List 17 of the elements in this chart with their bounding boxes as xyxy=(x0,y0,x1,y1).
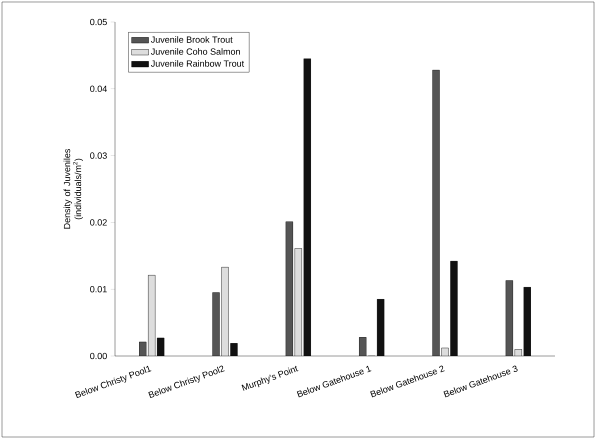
bar xyxy=(377,299,384,356)
legend-label: Juvenile Coho Salmon xyxy=(150,48,240,55)
y-tick-label: 0.02 xyxy=(90,219,107,226)
y-tick-label: 0.01 xyxy=(90,286,107,292)
legend-label: Juvenile Rainbow Trout xyxy=(150,60,244,67)
bar xyxy=(294,248,302,356)
bar xyxy=(286,222,293,356)
bar xyxy=(524,286,531,356)
y-tick-label: 0.05 xyxy=(90,18,107,26)
legend-label: Juvenile Brook Trout xyxy=(150,36,233,43)
bar xyxy=(506,280,514,356)
y-tick-label: 0.03 xyxy=(90,152,107,159)
y-tick-label: 0.04 xyxy=(90,86,107,92)
bar xyxy=(148,275,156,356)
bar xyxy=(304,58,311,356)
y-tick-label: 0.00 xyxy=(90,352,107,360)
bar xyxy=(359,337,366,356)
